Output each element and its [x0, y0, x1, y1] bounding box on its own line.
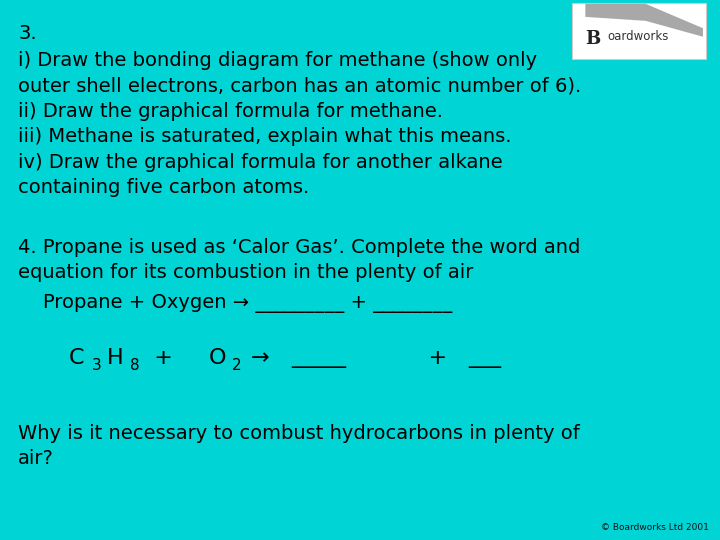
Text: oardworks: oardworks — [607, 30, 668, 43]
Text: 3.: 3. — [18, 24, 37, 43]
FancyBboxPatch shape — [572, 3, 706, 59]
Polygon shape — [585, 4, 703, 37]
Text: 2: 2 — [232, 358, 241, 373]
Text: 3: 3 — [91, 358, 102, 373]
Text: i) Draw the bonding diagram for methane (show only: i) Draw the bonding diagram for methane … — [18, 51, 537, 70]
Text: Propane + Oxygen → _________ + ________: Propane + Oxygen → _________ + ________ — [18, 294, 452, 313]
Text: B: B — [585, 30, 600, 48]
Text: ___: ___ — [468, 348, 501, 368]
Text: C: C — [68, 348, 84, 368]
Text: air?: air? — [18, 449, 54, 468]
Text: 4. Propane is used as ‘Calor Gas’. Complete the word and: 4. Propane is used as ‘Calor Gas’. Compl… — [18, 238, 580, 256]
Text: ii) Draw the graphical formula for methane.: ii) Draw the graphical formula for metha… — [18, 102, 443, 121]
Text: iv) Draw the graphical formula for another alkane: iv) Draw the graphical formula for anoth… — [18, 153, 503, 172]
Text: outer shell electrons, carbon has an atomic number of 6).: outer shell electrons, carbon has an ato… — [18, 77, 581, 96]
Text: equation for its combustion in the plenty of air: equation for its combustion in the plent… — [18, 263, 473, 282]
Text: containing five carbon atoms.: containing five carbon atoms. — [18, 178, 310, 197]
Text: _____: _____ — [292, 348, 346, 368]
Text: © Boardworks Ltd 2001: © Boardworks Ltd 2001 — [601, 523, 709, 532]
Text: +: + — [140, 348, 174, 368]
Text: +: + — [400, 348, 446, 368]
Text: O: O — [209, 348, 226, 368]
Text: Why is it necessary to combust hydrocarbons in plenty of: Why is it necessary to combust hydrocarb… — [18, 424, 580, 443]
Text: 8: 8 — [130, 358, 139, 373]
Text: →: → — [251, 348, 269, 368]
Text: iii) Methane is saturated, explain what this means.: iii) Methane is saturated, explain what … — [18, 127, 511, 146]
Text: H: H — [107, 348, 123, 368]
